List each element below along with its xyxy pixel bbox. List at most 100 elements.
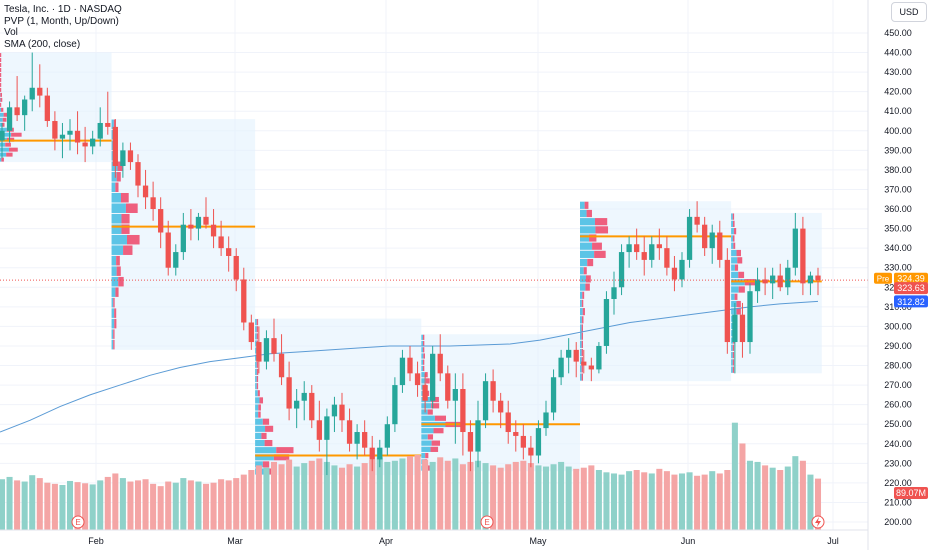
candle	[754, 267, 761, 303]
profile-up-bar	[0, 117, 3, 122]
volume-bar	[542, 466, 550, 530]
profile-up-bar	[111, 234, 127, 245]
profile-down-bar	[430, 446, 439, 452]
profile-down-bar	[265, 425, 274, 432]
price-tick-label: 230.00	[884, 458, 912, 468]
profile-down-bar	[581, 299, 584, 308]
profile-up-bar	[255, 368, 257, 375]
candle-body	[679, 259, 685, 280]
candle-body	[482, 381, 489, 421]
candle	[120, 142, 126, 178]
candle-body	[399, 357, 406, 386]
candle-body	[377, 447, 383, 460]
candle-body	[724, 259, 730, 343]
volume-bar	[270, 461, 278, 530]
earnings-marker-icon[interactable]: E	[71, 515, 85, 529]
profile-down-bar	[424, 372, 428, 378]
profile-down-bar	[257, 390, 260, 397]
profile-down-bar	[113, 297, 115, 308]
volume-bar	[716, 473, 723, 530]
candle-body	[82, 142, 88, 147]
profile-down-bar	[0, 58, 2, 63]
profile-up-bar	[421, 415, 435, 421]
candle-body	[747, 291, 753, 343]
candle	[218, 220, 224, 256]
profile-down-bar	[116, 172, 121, 182]
candle	[37, 64, 43, 108]
profile-up-bar	[731, 293, 735, 300]
candle-body	[158, 209, 164, 233]
profile-up-bar	[0, 127, 7, 132]
candle-body	[150, 197, 156, 210]
price-tick-label: 300.00	[884, 321, 912, 331]
candle	[566, 338, 572, 374]
pvp-indicator-label[interactable]: PVP (1, Month, Up/Down)	[4, 15, 119, 27]
profile-down-bar	[3, 112, 9, 117]
candle	[762, 267, 768, 296]
candle	[278, 334, 285, 386]
candle	[150, 181, 156, 221]
candle-body	[369, 447, 375, 460]
profile-up-bar	[731, 264, 735, 271]
earnings-marker-icon[interactable]: E	[480, 515, 494, 529]
profile-up-bar	[421, 403, 432, 409]
profile-up-bar	[580, 258, 588, 267]
profile-up-bar	[255, 461, 263, 468]
currency-button[interactable]: USD	[891, 2, 927, 22]
symbol-title[interactable]: Tesla, Inc. · 1D · NASDAQ	[4, 4, 122, 15]
candle	[724, 248, 730, 354]
candle-body	[362, 432, 368, 448]
profile-down-bar	[114, 318, 117, 329]
candle	[135, 154, 141, 198]
volume-bar	[618, 474, 625, 530]
profile-down-bar	[259, 397, 264, 404]
candle	[112, 119, 118, 178]
candle	[686, 209, 693, 268]
candle-body	[754, 279, 761, 292]
profile-up-bar	[731, 366, 733, 373]
profile-up-bar	[0, 132, 12, 137]
profile-down-bar	[733, 220, 735, 228]
profile-up-bar	[731, 308, 737, 315]
candle-body	[588, 365, 594, 370]
profile-down-bar	[585, 283, 590, 291]
candle-body	[437, 353, 443, 374]
volume-bar	[399, 458, 406, 530]
volume-bar	[210, 482, 217, 530]
candle	[611, 271, 617, 315]
volume-bar	[316, 458, 323, 530]
profile-up-bar	[580, 316, 582, 324]
candle	[445, 365, 451, 409]
profile-down-bar	[732, 366, 735, 373]
candle	[52, 111, 58, 151]
volume-bar	[482, 463, 489, 530]
time-tick-label: Apr	[379, 536, 393, 546]
profile-down-bar	[732, 213, 735, 220]
volume-bar	[648, 473, 655, 530]
volume-bar	[376, 457, 383, 530]
volume-indicator-label[interactable]: Vol	[4, 27, 18, 38]
candle	[505, 400, 511, 444]
volume-bar	[331, 465, 338, 530]
candle-body	[0, 130, 5, 141]
candle	[732, 302, 738, 374]
sma-indicator-label[interactable]: SMA (200, close)	[4, 38, 81, 50]
volume-bar	[512, 461, 519, 530]
volume-bar	[497, 467, 504, 530]
volume-bar	[248, 470, 255, 530]
candle	[709, 224, 715, 264]
volume-bar	[202, 483, 210, 530]
volume-bar	[278, 464, 285, 530]
profile-up-bar	[111, 339, 114, 350]
candle-body	[248, 322, 254, 343]
volume-bar	[180, 478, 187, 530]
profile-down-bar	[0, 102, 2, 107]
candle-body	[59, 134, 66, 139]
candle-body	[573, 349, 579, 362]
candle	[550, 369, 557, 421]
volume-bar	[240, 474, 247, 530]
profile-down-bar	[262, 461, 270, 468]
candle	[74, 111, 81, 155]
candle-body	[278, 353, 285, 378]
